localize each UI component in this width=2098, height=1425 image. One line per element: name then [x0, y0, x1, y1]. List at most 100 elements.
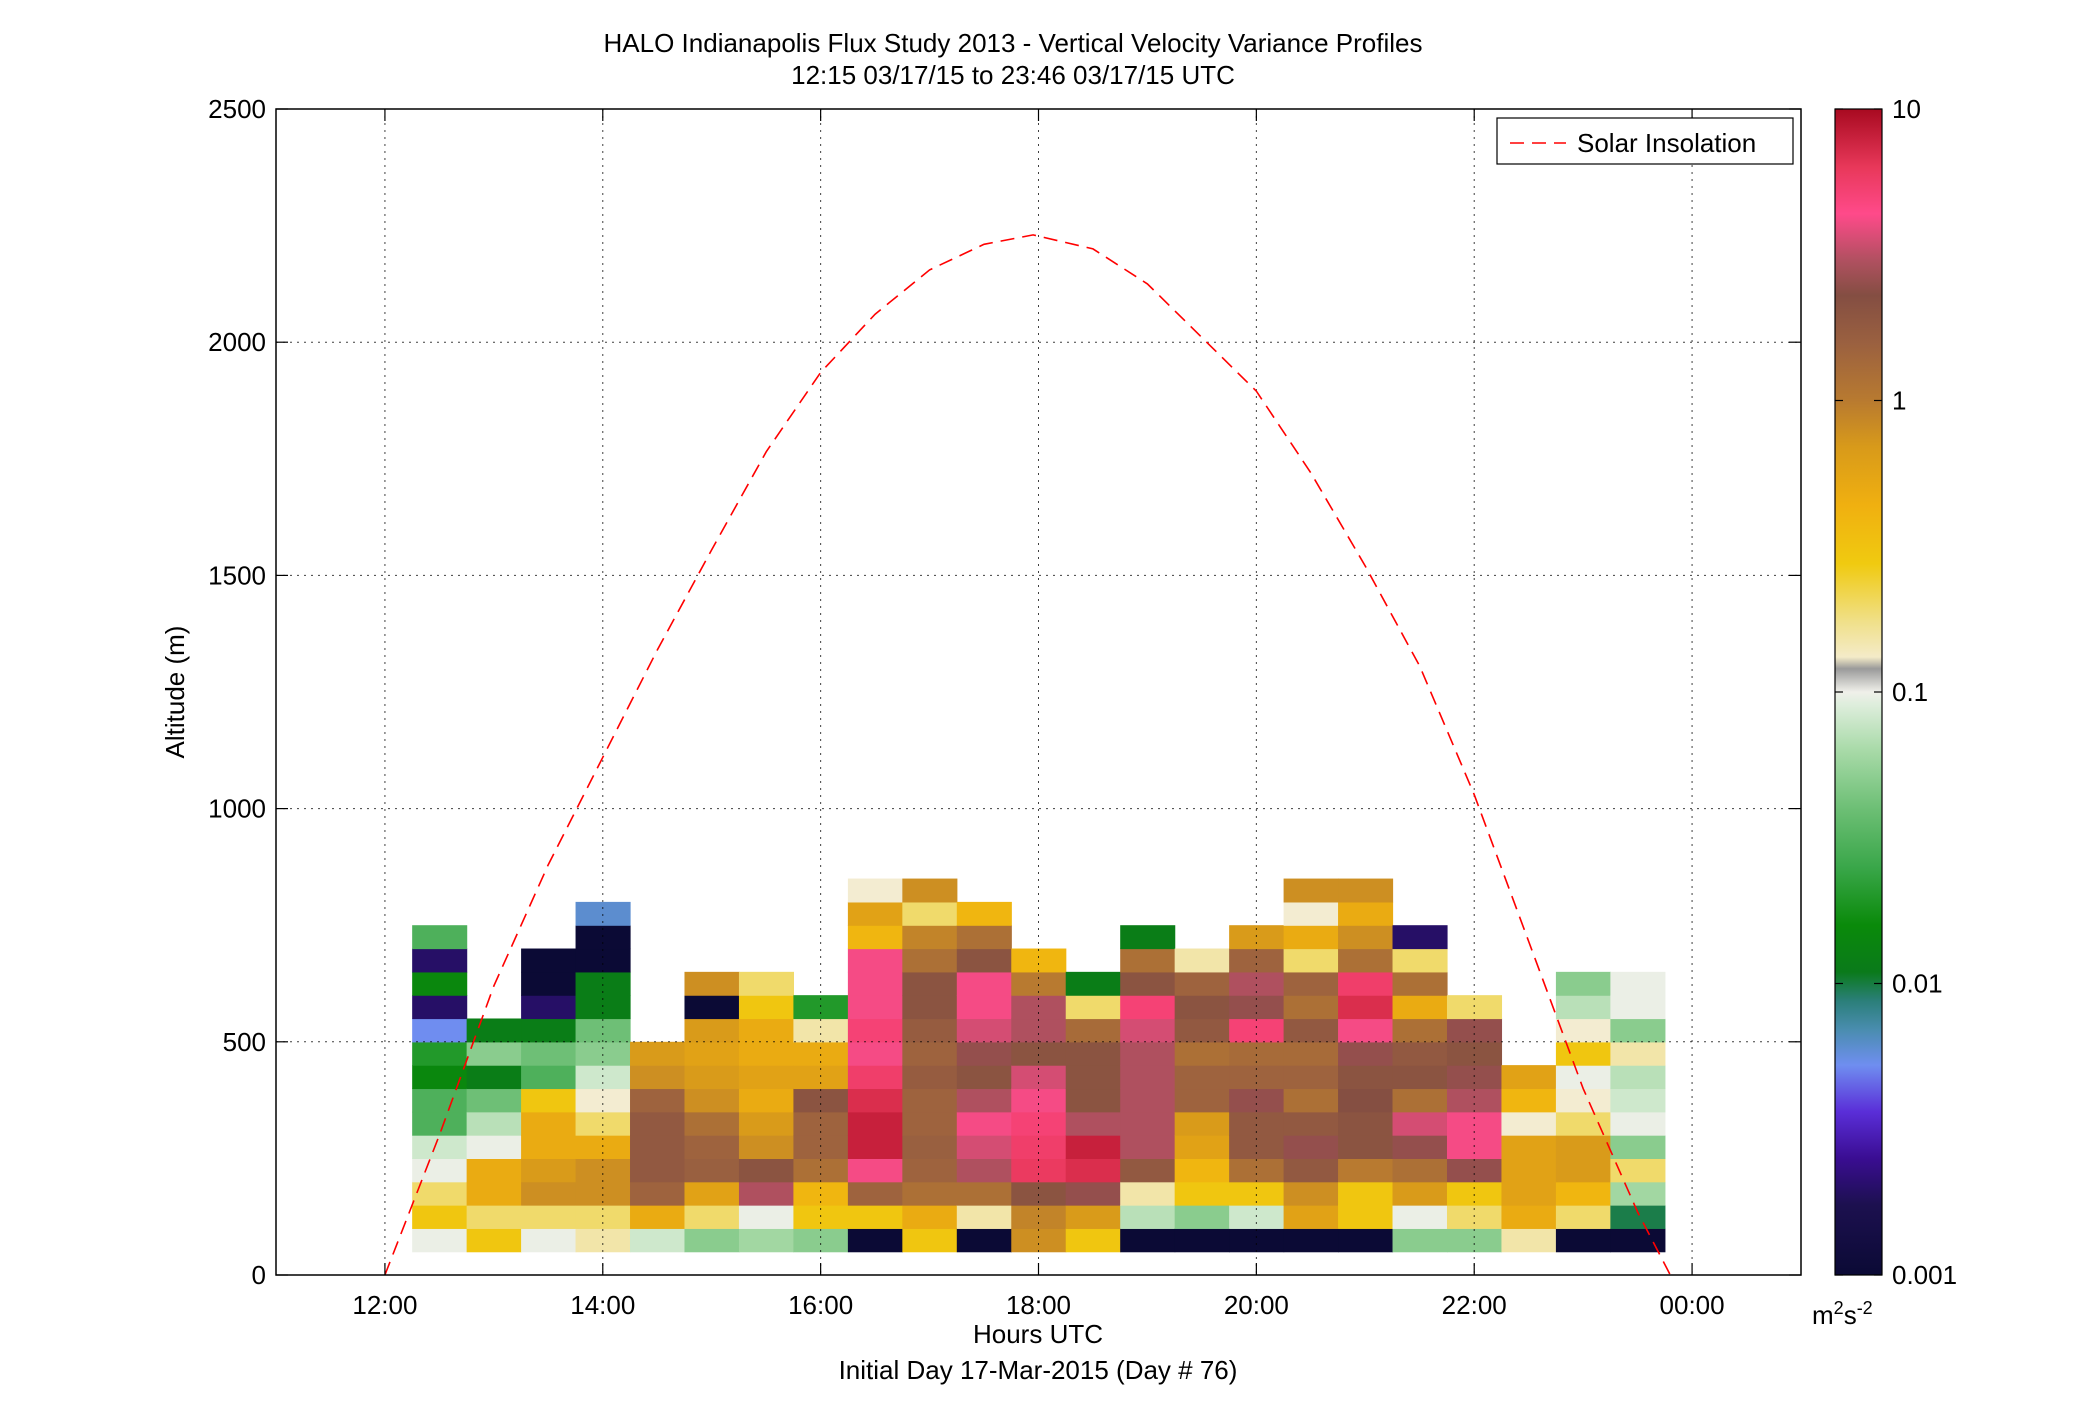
heatmap-cell: [521, 1041, 577, 1066]
heatmap-cell: [956, 1181, 1012, 1206]
heatmap-cell: [1065, 1158, 1121, 1183]
heatmap-cell: [1229, 1111, 1285, 1136]
y-tick-label: 2000: [208, 327, 266, 357]
heatmap-cell: [1446, 1228, 1503, 1253]
heatmap-cell: [1229, 925, 1285, 950]
heatmap-cell: [738, 995, 795, 1020]
heatmap-cell: [1392, 971, 1448, 996]
heatmap-cell: [1338, 1135, 1394, 1159]
heatmap-cell: [1610, 1088, 1666, 1113]
heatmap-cell: [630, 1228, 686, 1253]
heatmap-cell: [684, 1158, 740, 1183]
heatmap-cell: [630, 1111, 686, 1136]
heatmap-cell: [847, 1181, 903, 1206]
heatmap-cell: [738, 1088, 795, 1113]
x-tick-label: 14:00: [570, 1290, 635, 1320]
heatmap-cell: [1120, 1088, 1176, 1113]
heatmap-cell: [412, 1111, 468, 1136]
colorbar-tick-label: 0.1: [1892, 677, 1928, 707]
heatmap-cell: [1610, 1111, 1666, 1136]
heatmap-cell: [1065, 995, 1121, 1020]
heatmap-cell: [1011, 1041, 1067, 1066]
heatmap-cell: [1338, 901, 1394, 926]
heatmap-cell: [684, 995, 740, 1020]
heatmap-cell: [1555, 1111, 1611, 1136]
heatmap-cell: [1283, 878, 1339, 903]
heatmap-cell: [1011, 1018, 1067, 1043]
heatmap-cell: [521, 1088, 577, 1113]
colorbar-tick-label: 0.01: [1892, 969, 1943, 999]
heatmap-cell: [847, 901, 903, 926]
heatmap-cell: [1555, 995, 1611, 1020]
heatmap-cell: [684, 1205, 740, 1229]
heatmap-cell: [575, 948, 631, 973]
heatmap-cell: [1555, 1228, 1611, 1253]
heatmap-cell: [1446, 1018, 1503, 1043]
x-axis-sublabel: Initial Day 17-Mar-2015 (Day # 76): [839, 1355, 1238, 1385]
heatmap-cell: [1338, 1088, 1394, 1113]
heatmap-cell: [575, 1065, 631, 1090]
heatmap-cell: [1120, 1181, 1176, 1206]
heatmap-cell: [1610, 971, 1666, 996]
heatmap-cell: [1338, 1065, 1394, 1090]
heatmap-cell: [684, 971, 740, 996]
heatmap-cell: [956, 1228, 1012, 1253]
heatmap-cell: [1011, 1158, 1067, 1183]
y-tick-label: 1500: [208, 560, 266, 590]
heatmap-cell: [630, 1135, 686, 1159]
heatmap-cell: [847, 971, 903, 996]
heatmap-cell: [1174, 1018, 1230, 1043]
heatmap-cell: [575, 1041, 631, 1066]
heatmap-cell: [684, 1228, 740, 1253]
heatmap-cell: [1011, 1228, 1067, 1253]
heatmap-cell: [412, 1041, 468, 1066]
heatmap-cell: [1501, 1228, 1557, 1253]
heatmap-cell: [1446, 1111, 1503, 1136]
heatmap-cell: [521, 1135, 577, 1159]
heatmap-cell: [1174, 1228, 1230, 1253]
heatmap-cell: [1338, 1228, 1394, 1253]
heatmap-cell: [1283, 948, 1339, 973]
heatmap-cell: [1338, 1111, 1394, 1136]
heatmap-cell: [1610, 1205, 1666, 1229]
chart-title: HALO Indianapolis Flux Study 2013 - Vert…: [604, 28, 1423, 58]
heatmap-cell: [1229, 1018, 1285, 1043]
heatmap-cell: [1120, 995, 1176, 1020]
heatmap-cell: [1229, 971, 1285, 996]
heatmap-cell: [1229, 1181, 1285, 1206]
heatmap-cell: [575, 1111, 631, 1136]
heatmap-cell: [1338, 1158, 1394, 1183]
heatmap-cell: [1392, 925, 1448, 950]
heatmap-cell: [1610, 1228, 1666, 1253]
heatmap-cell: [412, 1065, 468, 1090]
heatmap-cell: [956, 1018, 1012, 1043]
heatmap-cell: [738, 1158, 795, 1183]
heatmap-cell: [1283, 1111, 1339, 1136]
colorbar-tick-label: 0.001: [1892, 1260, 1957, 1290]
heatmap-cell: [847, 1065, 903, 1090]
heatmap-cell: [1555, 1018, 1611, 1043]
heatmap-cell: [1283, 1018, 1339, 1043]
heatmap-cell: [738, 1228, 795, 1253]
heatmap-cell: [1610, 995, 1666, 1020]
heatmap-cell: [412, 1158, 468, 1183]
heatmap-cell: [521, 1065, 577, 1090]
heatmap-cell: [630, 1158, 686, 1183]
heatmap-cell: [1555, 1041, 1611, 1066]
heatmap-cell: [575, 1228, 631, 1253]
heatmap-cell: [575, 1181, 631, 1206]
heatmap-cell: [684, 1065, 740, 1090]
heatmap-cell: [1446, 995, 1503, 1020]
legend-label-solar: Solar Insolation: [1577, 128, 1756, 158]
heatmap-cell: [1283, 1041, 1339, 1066]
heatmap-cell: [412, 1181, 468, 1206]
heatmap-cell: [1392, 1065, 1448, 1090]
y-tick-label: 0: [252, 1260, 266, 1290]
heatmap-cell: [412, 971, 468, 996]
colorbar-tick-label: 1: [1892, 386, 1906, 416]
heatmap-cell: [1283, 1135, 1339, 1159]
grid-lines: [276, 108, 1801, 1276]
heatmap-cell: [1555, 1135, 1611, 1159]
heatmap-cell: [1392, 1181, 1448, 1206]
